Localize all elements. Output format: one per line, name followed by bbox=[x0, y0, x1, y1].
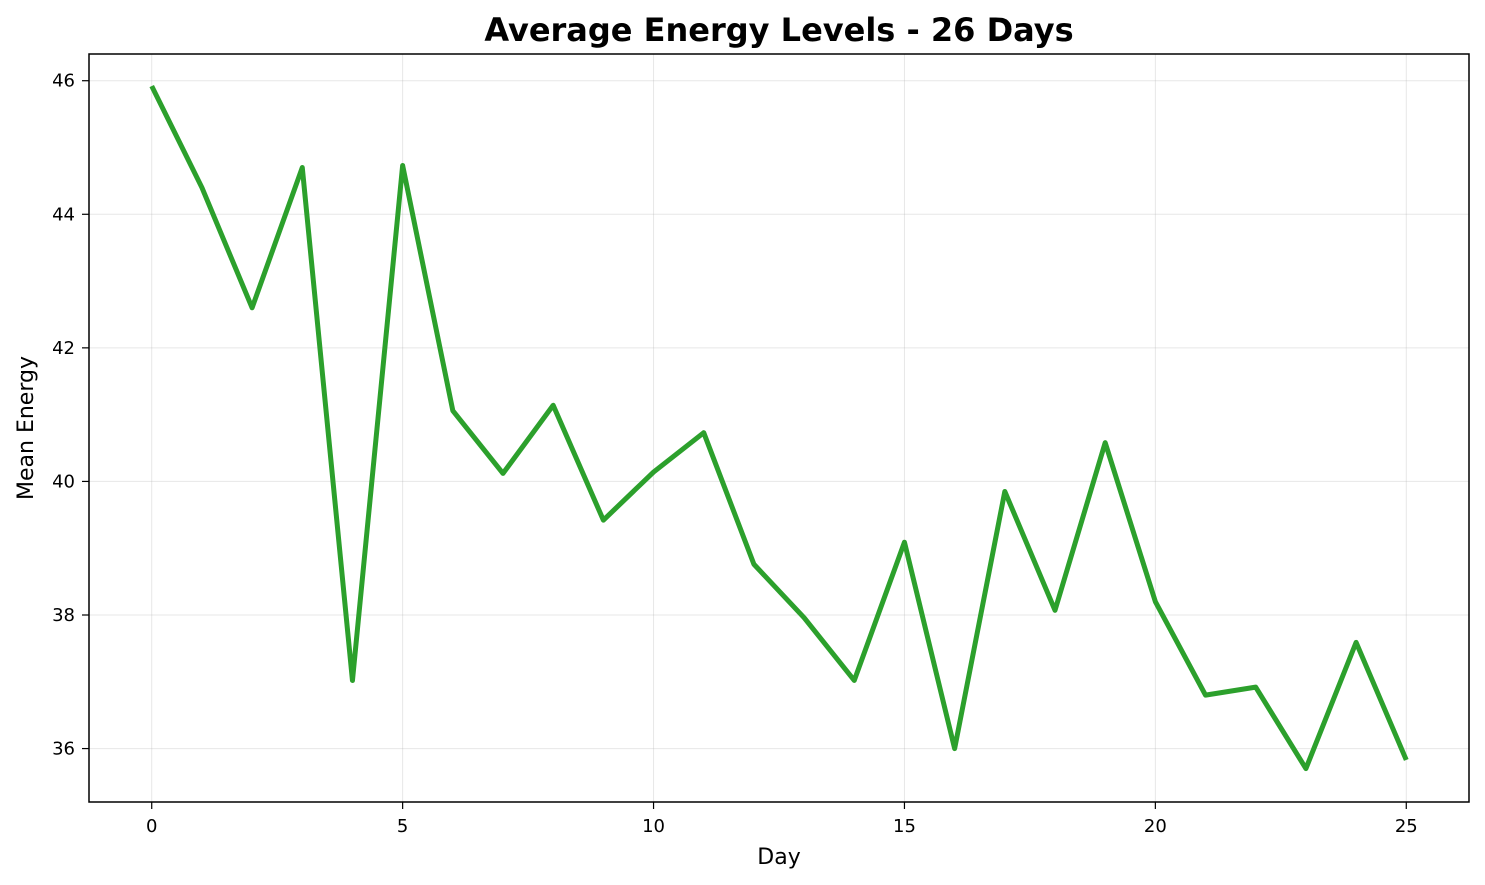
y-axis-label: Mean Energy bbox=[14, 356, 39, 500]
x-tick-label: 15 bbox=[893, 816, 916, 837]
x-tick-label: 20 bbox=[1144, 816, 1167, 837]
axis-ticks: 0 5 10 15 20 25 36 38 40 42 44 46 bbox=[52, 71, 1418, 837]
y-tick-label: 46 bbox=[52, 71, 75, 92]
y-tick-label: 42 bbox=[52, 338, 75, 359]
x-axis-label: Day bbox=[757, 845, 800, 870]
y-tick-label: 44 bbox=[52, 204, 75, 225]
x-tick-label: 0 bbox=[146, 816, 157, 837]
series-line bbox=[149, 84, 1409, 772]
x-tick-label: 25 bbox=[1395, 816, 1418, 837]
y-tick-label: 36 bbox=[52, 739, 75, 760]
x-tick-label: 5 bbox=[397, 816, 408, 837]
grid bbox=[89, 54, 1469, 802]
y-tick-label: 40 bbox=[52, 471, 75, 492]
y-tick-label: 38 bbox=[52, 605, 75, 626]
chart-title: Average Energy Levels - 26 Days bbox=[484, 11, 1073, 49]
x-tick-label: 10 bbox=[642, 816, 665, 837]
series-layer bbox=[149, 84, 1409, 772]
plot-frame bbox=[88, 53, 1470, 803]
